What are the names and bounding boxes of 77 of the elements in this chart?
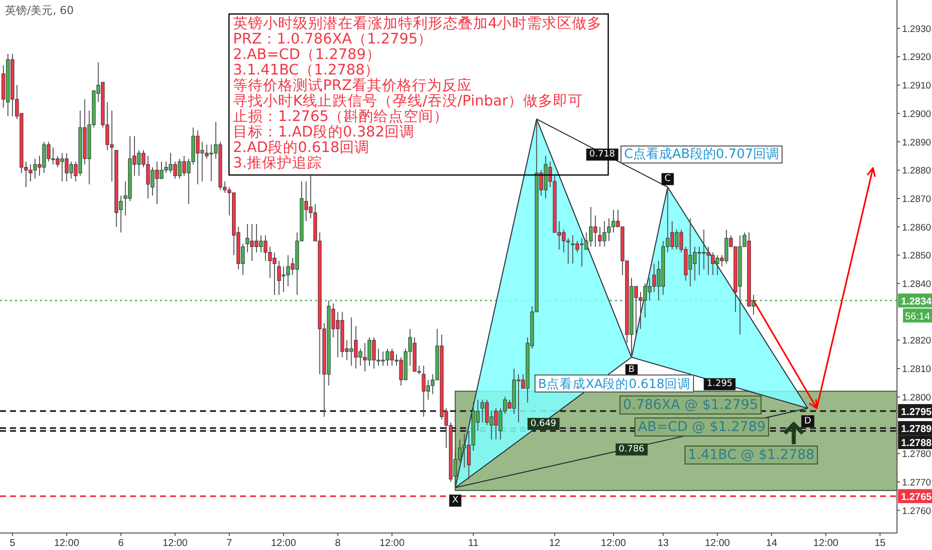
x-tick-label: 12:00 bbox=[271, 538, 297, 549]
annotation: D bbox=[804, 416, 812, 426]
candlestick bbox=[209, 144, 214, 182]
annotation: 1.295 bbox=[706, 379, 733, 390]
annotation: C点看成AB段的0.707回调 bbox=[624, 147, 780, 162]
annotation: 寻找小时K线止跌信号（孕线/吞没/Pinbar）做多即可 bbox=[233, 92, 583, 110]
annotation: X bbox=[452, 496, 458, 506]
annotation: 0.718 bbox=[589, 150, 616, 160]
annotation: 2.AB=CD（1.2789） bbox=[233, 47, 381, 63]
annotation: 1.41BC @ $1.2788 bbox=[688, 447, 814, 463]
candlestick bbox=[692, 246, 697, 282]
y-tick-label: 1.2870 bbox=[902, 194, 932, 205]
annotation: 3.推保护追踪 bbox=[233, 154, 322, 172]
annotation: 等待价格测试PRZ看其价格行为反应 bbox=[233, 77, 472, 94]
x-tick-label: 13 bbox=[658, 538, 670, 549]
y-tick-label: 1.2920 bbox=[902, 52, 932, 64]
candlestick bbox=[570, 234, 575, 264]
chart-title: 英镑/美元, 60 bbox=[5, 4, 74, 17]
candlestick bbox=[336, 311, 340, 358]
candlestick bbox=[688, 218, 692, 287]
y-tick-label: 1.2910 bbox=[902, 80, 932, 92]
ref-line-label: 1.2795 bbox=[901, 407, 932, 418]
x-tick-label: 15 bbox=[874, 538, 886, 549]
y-tick-label: 1.2850 bbox=[902, 250, 932, 262]
x-tick-label: 11 bbox=[468, 538, 479, 549]
annotation: C bbox=[664, 174, 671, 184]
x-tick-label: 12 bbox=[549, 538, 561, 549]
candlestick bbox=[670, 220, 674, 250]
annotation: 0.786XA @ $1.2795 bbox=[623, 397, 758, 413]
y-tick-label: 1.2900 bbox=[902, 108, 932, 120]
x-tick-label: 12:00 bbox=[704, 538, 730, 549]
annotation: 0.649 bbox=[530, 418, 557, 429]
legend-label: 1.2788 bbox=[901, 438, 932, 450]
y-tick-label: 1.2810 bbox=[902, 364, 932, 376]
y-tick-label: 1.2840 bbox=[902, 279, 932, 290]
y-tick-label: 1.2930 bbox=[902, 24, 932, 35]
y-tick-label: 1.2890 bbox=[902, 137, 932, 148]
ref-line-label: 1.2765 bbox=[901, 492, 932, 504]
candlestick bbox=[674, 229, 679, 250]
y-tick-label: 1.2760 bbox=[902, 506, 932, 517]
annotation: 目标：1.AD段的0.382回调 bbox=[233, 124, 414, 140]
annotation: 止损：1.2765（斟酌给点空间） bbox=[233, 108, 449, 125]
annotation: 英镑小时级别潜在看涨加特利形态叠加4小时需求区做多 bbox=[233, 15, 602, 32]
x-tick-label: 12:00 bbox=[54, 538, 80, 549]
annotation: B bbox=[628, 365, 635, 376]
x-tick-label: 12:00 bbox=[380, 538, 405, 549]
candlestick bbox=[196, 130, 200, 185]
x-tick-label: 7 bbox=[226, 538, 233, 549]
candlestick bbox=[562, 229, 566, 253]
candlestick bbox=[702, 229, 706, 270]
x-tick-label: 14 bbox=[766, 538, 778, 549]
text: 56:14 bbox=[905, 312, 930, 323]
ref-line-label: 1.2789 bbox=[901, 424, 932, 436]
candlestick bbox=[575, 240, 580, 253]
x-tick-label: 12:00 bbox=[162, 538, 188, 549]
annotation: B点看成XA段的0.618回调 bbox=[538, 376, 690, 391]
annotation: PRZ：1.0.786XA（1.2795） bbox=[233, 32, 433, 48]
x-tick-label: 12:00 bbox=[600, 538, 626, 549]
candlestick bbox=[697, 246, 702, 276]
annotation: 3.1.41BC（1.2788） bbox=[233, 62, 380, 78]
y-tick-label: 1.2780 bbox=[902, 449, 932, 460]
y-tick-label: 1.2770 bbox=[902, 477, 932, 488]
annotation: AB=CD @ $1.2789 bbox=[638, 419, 766, 435]
x-tick-label: 8 bbox=[335, 538, 342, 549]
y-tick-label: 1.2880 bbox=[902, 166, 932, 177]
annotation: 2.AD段的0.618回调 bbox=[233, 139, 370, 156]
y-tick-label: 1.2820 bbox=[902, 336, 932, 347]
y-tick-label: 1.2860 bbox=[902, 222, 932, 234]
x-tick-label: 12:00 bbox=[813, 538, 839, 549]
x-tick-label: 5 bbox=[10, 538, 16, 549]
candlestick bbox=[204, 144, 209, 160]
candlestick bbox=[580, 238, 584, 267]
candlestick bbox=[462, 433, 466, 468]
annotation: 0.786 bbox=[618, 444, 645, 454]
x-tick-label: 6 bbox=[118, 538, 124, 549]
ref-line-label: 1.2834 bbox=[901, 296, 932, 308]
y-tick-label: 1.2800 bbox=[902, 392, 932, 404]
